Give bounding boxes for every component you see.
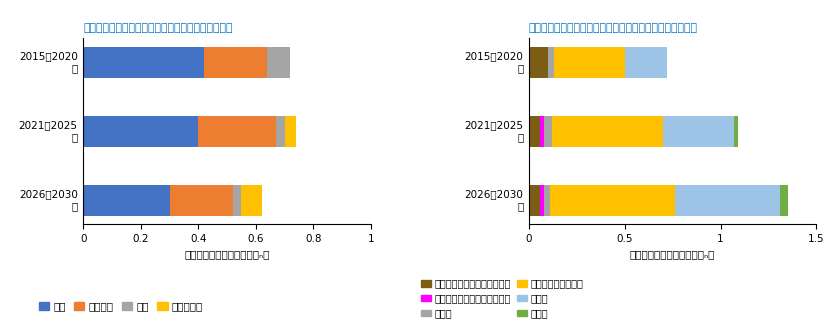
Bar: [541, 116, 544, 147]
Bar: [625, 47, 667, 78]
Bar: [276, 116, 285, 147]
Legend: 石油, 天然ガス, 石炭, バイオマス: 石油, 天然ガス, 石炭, バイオマス: [38, 301, 203, 312]
Bar: [554, 47, 625, 78]
Bar: [541, 185, 544, 216]
Bar: [529, 116, 541, 147]
Bar: [232, 185, 242, 216]
Bar: [83, 47, 204, 78]
Bar: [552, 116, 663, 147]
Bar: [242, 185, 262, 216]
X-axis label: 年平均投資額（単位：兆＄ₙ）: 年平均投資額（単位：兆＄ₙ）: [184, 249, 270, 259]
X-axis label: 年平均投資額（単位：兆＄ₙ）: 年平均投資額（単位：兆＄ₙ）: [630, 249, 716, 259]
Bar: [170, 185, 232, 216]
Bar: [780, 185, 787, 216]
Bar: [83, 116, 198, 147]
Bar: [734, 116, 738, 147]
Bar: [83, 185, 170, 216]
Legend: 化石燃料（貯蔵・利用なし）, 化石燃料（貯蔵・利用あり）, 原子力, 再生可能エネルギー, 送電網, 蓄電池: 化石燃料（貯蔵・利用なし）, 化石燃料（貯蔵・利用あり）, 原子力, 再生可能エ…: [421, 279, 584, 318]
Bar: [544, 116, 552, 147]
Text: 持続可能な開発シナリオでの燃料別の年平均投資額: 持続可能な開発シナリオでの燃料別の年平均投資額: [83, 23, 232, 34]
Bar: [267, 47, 290, 78]
Text: 持続可能な開発シナリオでの電力発電分野の年平均投資額: 持続可能な開発シナリオでの電力発電分野の年平均投資額: [529, 23, 698, 34]
Bar: [529, 47, 548, 78]
Bar: [529, 185, 541, 216]
Bar: [550, 185, 675, 216]
Bar: [675, 185, 780, 216]
Bar: [663, 116, 734, 147]
Bar: [285, 116, 296, 147]
Bar: [548, 47, 554, 78]
Bar: [198, 116, 276, 147]
Bar: [544, 185, 550, 216]
Bar: [204, 47, 267, 78]
